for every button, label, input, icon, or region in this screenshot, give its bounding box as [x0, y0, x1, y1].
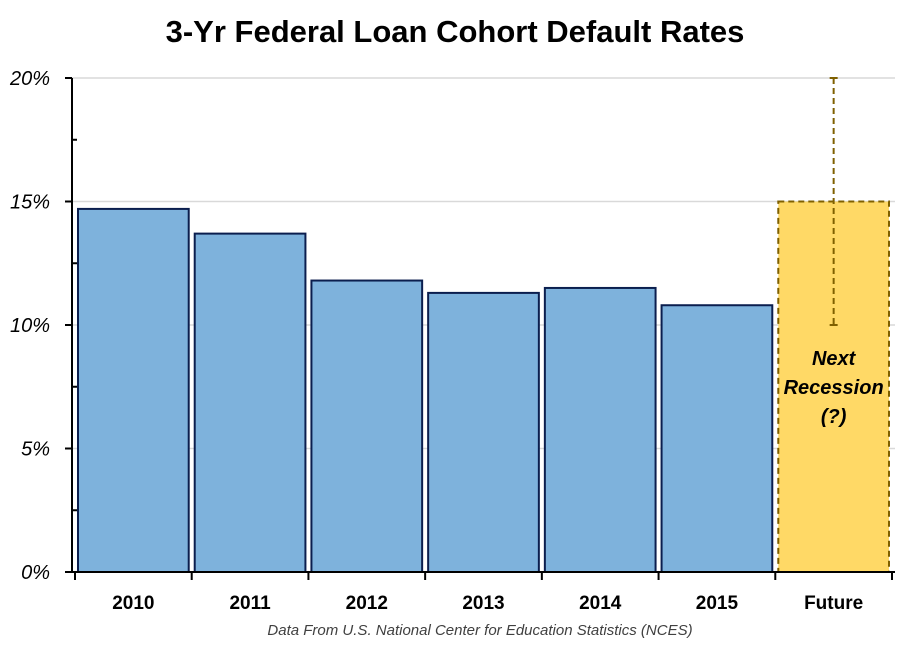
x-tick-label: Future — [804, 593, 863, 614]
chart-title: 3-Yr Federal Loan Cohort Default Rates — [165, 14, 745, 49]
tick-labels: 0% 5% 10% 15% 20% 2010 2011 2012 2013 2014 2015 Fut… — [9, 68, 863, 614]
bar-2014 — [543, 286, 657, 573]
y-tick-label: 0% — [21, 562, 50, 584]
bars — [77, 200, 890, 574]
y-tick-label: 5% — [21, 439, 50, 461]
x-tick-label: 2010 — [112, 593, 154, 614]
x-tick-label: 2011 — [229, 593, 271, 614]
annotations: Next Recession (?) — [784, 77, 884, 428]
y-tick-label: 10% — [10, 315, 50, 337]
bar-2012 — [310, 279, 424, 573]
y-tick-label: 15% — [10, 192, 50, 214]
annotation-line: (?) — [821, 406, 847, 428]
x-tick-label: 2012 — [346, 593, 388, 614]
y-tick-label: 20% — [9, 68, 50, 90]
x-tick-label: 2014 — [579, 593, 622, 614]
bar-2013 — [427, 291, 540, 573]
annotation-line: Next — [812, 348, 857, 370]
x-tick-label: 2015 — [696, 593, 739, 614]
annotation-line: Recession — [784, 377, 884, 399]
axes — [65, 77, 895, 580]
bar-2015 — [660, 304, 774, 573]
bar-2011 — [193, 232, 307, 574]
source-note: Data From U.S. National Center for Educa… — [267, 622, 693, 639]
bar-2010 — [77, 207, 190, 573]
x-tick-label: 2013 — [462, 593, 504, 614]
